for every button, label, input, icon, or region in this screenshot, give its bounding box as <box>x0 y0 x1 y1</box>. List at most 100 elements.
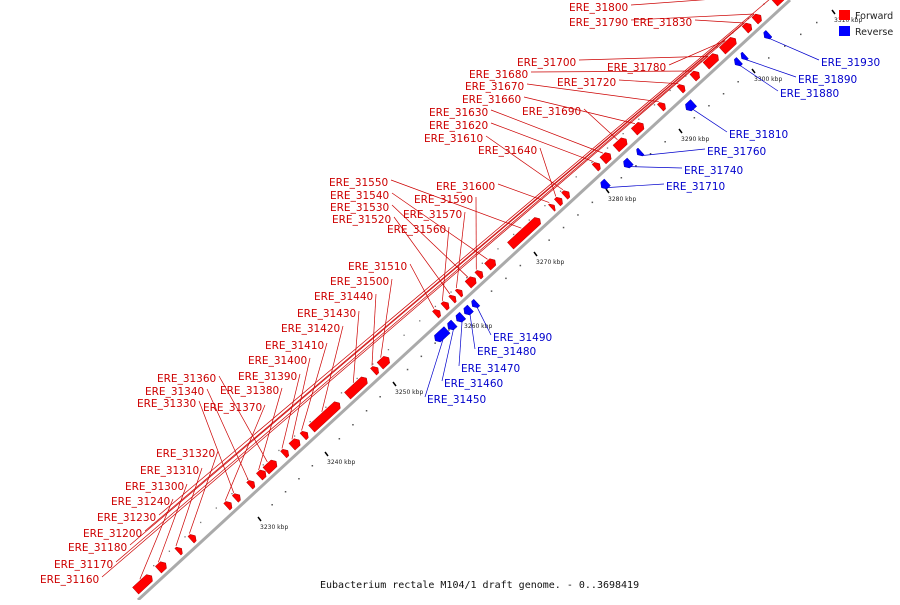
forward-gene[interactable] <box>752 14 762 24</box>
forward-gene[interactable] <box>232 494 240 503</box>
reverse-gene[interactable] <box>434 327 450 342</box>
forward-gene-label[interactable]: ERE_31530 <box>330 202 389 214</box>
reverse-gene[interactable] <box>464 305 474 315</box>
reverse-gene-label[interactable]: ERE_31890 <box>798 74 857 86</box>
forward-gene-label[interactable]: ERE_31540 <box>330 190 389 202</box>
forward-gene[interactable] <box>281 449 289 458</box>
forward-gene-label[interactable]: ERE_31590 <box>414 194 473 206</box>
reverse-gene[interactable] <box>764 30 772 39</box>
forward-gene-label[interactable]: ERE_31780 <box>607 62 666 74</box>
forward-gene[interactable] <box>677 84 685 93</box>
reverse-gene[interactable] <box>734 57 742 66</box>
forward-gene-label[interactable]: ERE_31440 <box>314 291 373 303</box>
scale-dot <box>669 90 670 91</box>
forward-gene-label[interactable]: ERE_31830 <box>633 17 692 29</box>
forward-gene-label[interactable]: ERE_31700 <box>517 57 576 69</box>
forward-gene-label[interactable]: ERE_31340 <box>145 386 204 398</box>
forward-gene[interactable] <box>742 23 752 33</box>
forward-gene-label[interactable]: ERE_31390 <box>238 371 297 383</box>
forward-gene-label[interactable]: ERE_31720 <box>557 77 616 89</box>
forward-gene-label[interactable]: ERE_31180 <box>68 542 127 554</box>
forward-gene-label[interactable]: ERE_31670 <box>465 81 524 93</box>
forward-gene-label[interactable]: ERE_31430 <box>297 308 356 320</box>
forward-gene[interactable] <box>289 439 300 450</box>
forward-gene[interactable] <box>256 470 266 480</box>
forward-gene-label[interactable]: ERE_31410 <box>265 340 324 352</box>
forward-gene-label[interactable]: ERE_31680 <box>469 69 528 81</box>
forward-gene-label[interactable]: ERE_31240 <box>111 496 170 508</box>
forward-gene[interactable] <box>548 204 555 211</box>
forward-gene-label[interactable]: ERE_31310 <box>140 465 199 477</box>
reverse-gene-label[interactable]: ERE_31810 <box>729 129 788 141</box>
forward-gene-label[interactable]: ERE_31630 <box>429 107 488 119</box>
reverse-gene-label[interactable]: ERE_31760 <box>707 146 766 158</box>
forward-gene-label[interactable]: ERE_31510 <box>348 261 407 273</box>
forward-gene-label[interactable]: ERE_31690 <box>522 106 581 118</box>
forward-gene[interactable] <box>432 309 440 318</box>
forward-gene-label[interactable]: ERE_31500 <box>330 276 389 288</box>
forward-gene-label[interactable]: ERE_31330 <box>137 398 196 410</box>
forward-gene-label[interactable]: ERE_31570 <box>403 209 462 221</box>
forward-gene-label[interactable]: ERE_31230 <box>97 512 156 524</box>
forward-gene-label[interactable]: ERE_31790 <box>569 17 628 29</box>
forward-gene[interactable] <box>344 377 367 399</box>
reverse-gene[interactable] <box>685 100 696 111</box>
reverse-gene-label[interactable]: ERE_31450 <box>427 394 486 406</box>
reverse-gene[interactable] <box>637 148 645 156</box>
forward-gene-label[interactable]: ERE_31400 <box>248 355 307 367</box>
forward-gene-label[interactable]: ERE_31660 <box>462 94 521 106</box>
forward-gene-label[interactable]: ERE_31610 <box>424 133 483 145</box>
reverse-gene-label[interactable]: ERE_31930 <box>821 57 880 69</box>
forward-gene-label[interactable]: ERE_31560 <box>387 224 446 236</box>
forward-gene[interactable] <box>455 289 463 297</box>
forward-gene-label[interactable]: ERE_31620 <box>429 120 488 132</box>
reverse-gene-label[interactable]: ERE_31710 <box>666 181 725 193</box>
forward-gene[interactable] <box>449 295 457 303</box>
forward-gene-label[interactable]: ERE_31320 <box>156 448 215 460</box>
forward-gene-label[interactable]: ERE_31300 <box>125 481 184 493</box>
forward-gene[interactable] <box>485 259 496 270</box>
forward-gene-label[interactable]: ERE_31640 <box>478 145 537 157</box>
forward-gene-label[interactable]: ERE_31200 <box>83 528 142 540</box>
reverse-gene-label[interactable]: ERE_31460 <box>444 378 503 390</box>
forward-gene[interactable] <box>188 534 196 543</box>
forward-gene[interactable] <box>600 153 611 164</box>
forward-gene-label[interactable]: ERE_31600 <box>436 181 495 193</box>
forward-gene-label[interactable]: ERE_31160 <box>40 574 99 586</box>
forward-gene[interactable] <box>465 277 476 288</box>
reverse-gene-label[interactable]: ERE_31880 <box>780 88 839 100</box>
forward-gene-label[interactable]: ERE_31170 <box>54 559 113 571</box>
forward-gene[interactable] <box>370 366 378 375</box>
forward-gene[interactable] <box>247 480 255 489</box>
forward-gene[interactable] <box>657 102 665 111</box>
forward-gene-label[interactable]: ERE_31520 <box>332 214 391 226</box>
reverse-gene-label[interactable]: ERE_31740 <box>684 165 743 177</box>
reverse-gene-label[interactable]: ERE_31480 <box>477 346 536 358</box>
forward-gene[interactable] <box>690 71 700 81</box>
forward-gene[interactable] <box>592 162 600 171</box>
forward-gene[interactable] <box>441 302 449 311</box>
reverse-gene-label[interactable]: ERE_31490 <box>493 332 552 344</box>
forward-gene-label[interactable]: ERE_31420 <box>281 323 340 335</box>
reverse-gene[interactable] <box>456 312 466 322</box>
forward-gene[interactable] <box>562 191 570 200</box>
forward-gene-label[interactable]: ERE_31380 <box>220 385 279 397</box>
forward-gene-label[interactable]: ERE_31360 <box>157 373 216 385</box>
forward-gene[interactable] <box>631 122 644 135</box>
forward-gene[interactable] <box>377 356 390 369</box>
reverse-gene[interactable] <box>448 320 458 330</box>
forward-gene-label[interactable]: ERE_31550 <box>329 177 388 189</box>
forward-gene[interactable] <box>155 562 166 573</box>
tick-label: 3240 kbp <box>327 459 355 466</box>
reverse-gene[interactable] <box>741 52 749 60</box>
forward-gene-label[interactable]: ERE_31800 <box>569 2 628 14</box>
forward-gene[interactable] <box>475 270 483 279</box>
reverse-gene-label[interactable]: ERE_31470 <box>461 363 520 375</box>
reverse-gene[interactable] <box>472 299 480 308</box>
forward-gene[interactable] <box>554 197 562 206</box>
forward-gene[interactable] <box>300 431 308 440</box>
forward-gene[interactable] <box>175 547 183 555</box>
forward-gene[interactable] <box>224 501 232 510</box>
forward-gene-label[interactable]: ERE_31370 <box>203 402 262 414</box>
